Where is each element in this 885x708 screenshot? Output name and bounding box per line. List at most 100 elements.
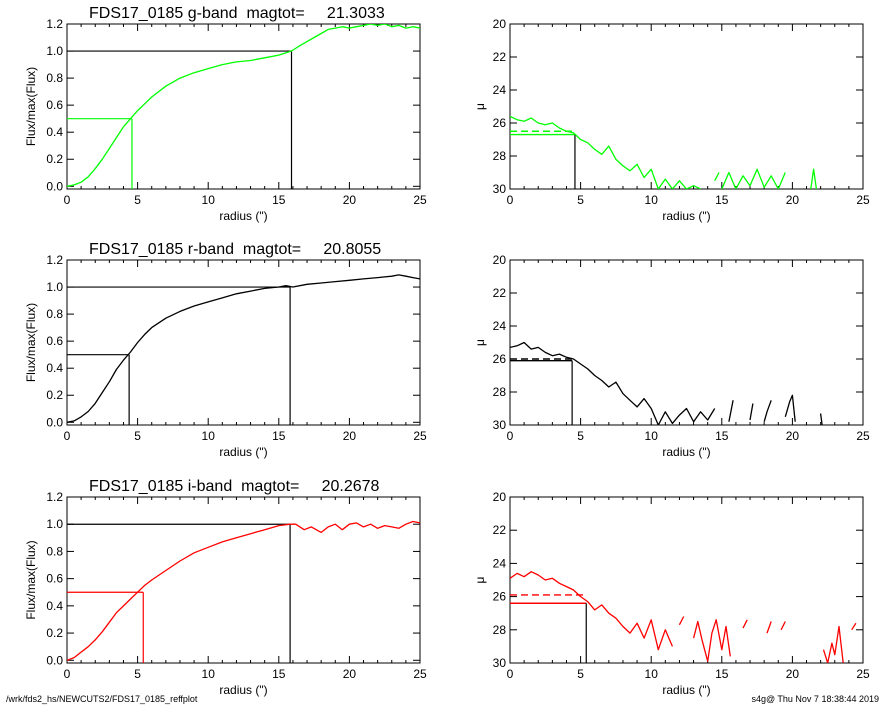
y-tick-label: 20 [493, 17, 507, 31]
y-tick-label: 26 [493, 352, 507, 366]
plot-frame [509, 496, 864, 664]
y-tick-label: 1.2 [46, 490, 63, 504]
panel-title: FDS17_0185 g-band magtot= 21.3033 [89, 5, 385, 22]
series-line [510, 115, 701, 189]
panel-i-mu: 0 5 10 15 20 25 20 22 24 26 28 30 radius (") μ [473, 490, 870, 697]
x-tick-label: 20 [786, 193, 800, 207]
y-tick-label: 26 [493, 590, 507, 604]
y-tick-label: 1.2 [46, 17, 63, 31]
y-tick-label: 0.0 [46, 415, 63, 429]
x-tick-label: 20 [343, 429, 357, 443]
y-tick-label: 24 [493, 556, 507, 570]
x-tick-label: 5 [577, 193, 584, 207]
x-tick-label: 0 [64, 193, 71, 207]
x-tick-label: 10 [645, 667, 659, 681]
y-tick-label: 0.0 [46, 653, 63, 667]
x-tick-label: 25 [856, 429, 870, 443]
y-tick-label: 0.4 [46, 361, 63, 375]
x-tick-label: 15 [272, 193, 286, 207]
x-tick-label: 20 [343, 193, 357, 207]
y-tick-label: 0.2 [46, 388, 63, 402]
series-line [67, 274, 420, 423]
y-tick-label: 22 [493, 523, 507, 537]
plot-frame [66, 496, 421, 664]
series-line [763, 400, 772, 422]
series-line [851, 622, 857, 631]
plot-area [67, 24, 420, 189]
y-tick-label: 0.6 [46, 98, 63, 112]
series-line [749, 403, 754, 421]
y-tick-label: 1.0 [46, 280, 63, 294]
y-tick-label: 28 [493, 149, 507, 163]
y-tick-label: 28 [493, 623, 507, 637]
plot-area [67, 520, 420, 663]
series-line [742, 619, 748, 629]
y-axis-label: Flux/max(Flux) [24, 67, 38, 146]
x-axis-label: radius (") [219, 683, 267, 697]
panel-title: FDS17_0185 r-band magtot= 20.8055 [89, 241, 381, 258]
series-line [766, 621, 772, 634]
y-tick-label: 22 [493, 286, 507, 300]
x-tick-label: 15 [272, 429, 286, 443]
y-tick-label: 30 [493, 656, 507, 670]
y-tick-label: 20 [493, 490, 507, 504]
x-tick-label: 0 [507, 193, 514, 207]
series-line [810, 168, 818, 189]
y-tick-label: 20 [493, 253, 507, 267]
y-tick-label: 30 [493, 418, 507, 432]
plot-frame [509, 23, 864, 190]
y-tick-label: 0.6 [46, 572, 63, 586]
panel-r-mu: 0 5 10 15 20 25 20 22 24 26 28 30 radius (") μ [473, 253, 870, 459]
y-tick-label: 0.4 [46, 599, 63, 613]
y-tick-label: 0.8 [46, 544, 63, 558]
x-tick-label: 5 [134, 193, 141, 207]
x-tick-label: 20 [786, 667, 800, 681]
x-tick-label: 20 [343, 667, 357, 681]
x-axis-label: radius (") [219, 209, 267, 223]
series-line [510, 341, 716, 425]
panel-title: FDS17_0185 i-band magtot= 20.2678 [89, 478, 380, 495]
plot-area [510, 341, 823, 425]
series-line [780, 621, 786, 631]
x-tick-label: 25 [413, 667, 427, 681]
x-tick-label: 10 [645, 193, 659, 207]
series-line [510, 571, 673, 651]
x-tick-label: 0 [64, 429, 71, 443]
y-tick-label: 0.2 [46, 152, 63, 166]
x-axis-label: radius (") [662, 683, 710, 697]
x-tick-label: 10 [202, 667, 216, 681]
y-tick-label: 22 [493, 50, 507, 64]
y-axis-label: Flux/max(Flux) [24, 540, 38, 619]
y-tick-label: 26 [493, 116, 507, 130]
plot-area [67, 274, 420, 425]
y-axis-label: μ [473, 339, 487, 346]
y-tick-label: 0.0 [46, 179, 63, 193]
y-tick-label: 0.2 [46, 626, 63, 640]
y-tick-label: 24 [493, 83, 507, 97]
x-tick-label: 25 [856, 667, 870, 681]
x-tick-label: 15 [715, 193, 729, 207]
series-line [728, 400, 734, 422]
series-line [822, 625, 844, 663]
plot-frame [66, 23, 421, 190]
x-tick-label: 5 [577, 667, 584, 681]
x-tick-label: 15 [272, 667, 286, 681]
y-tick-label: 30 [493, 182, 507, 196]
x-tick-label: 0 [507, 667, 514, 681]
y-tick-label: 0.6 [46, 334, 63, 348]
x-axis-label: radius (") [662, 445, 710, 459]
y-axis-label: μ [473, 576, 487, 583]
x-tick-label: 0 [64, 667, 71, 681]
x-tick-label: 10 [202, 429, 216, 443]
x-tick-label: 5 [134, 667, 141, 681]
x-tick-label: 20 [786, 429, 800, 443]
y-tick-label: 24 [493, 319, 507, 333]
x-tick-label: 25 [413, 193, 427, 207]
y-tick-label: 1.2 [46, 253, 63, 267]
y-axis-label: Flux/max(Flux) [24, 303, 38, 382]
x-tick-label: 25 [413, 429, 427, 443]
footer-path: /wrk/fds2_hs/NEWCUTS2/FDS17_0185_reffplo… [6, 694, 198, 704]
y-tick-label: 1.0 [46, 44, 63, 58]
series-line [721, 168, 786, 189]
series-line [678, 616, 685, 626]
